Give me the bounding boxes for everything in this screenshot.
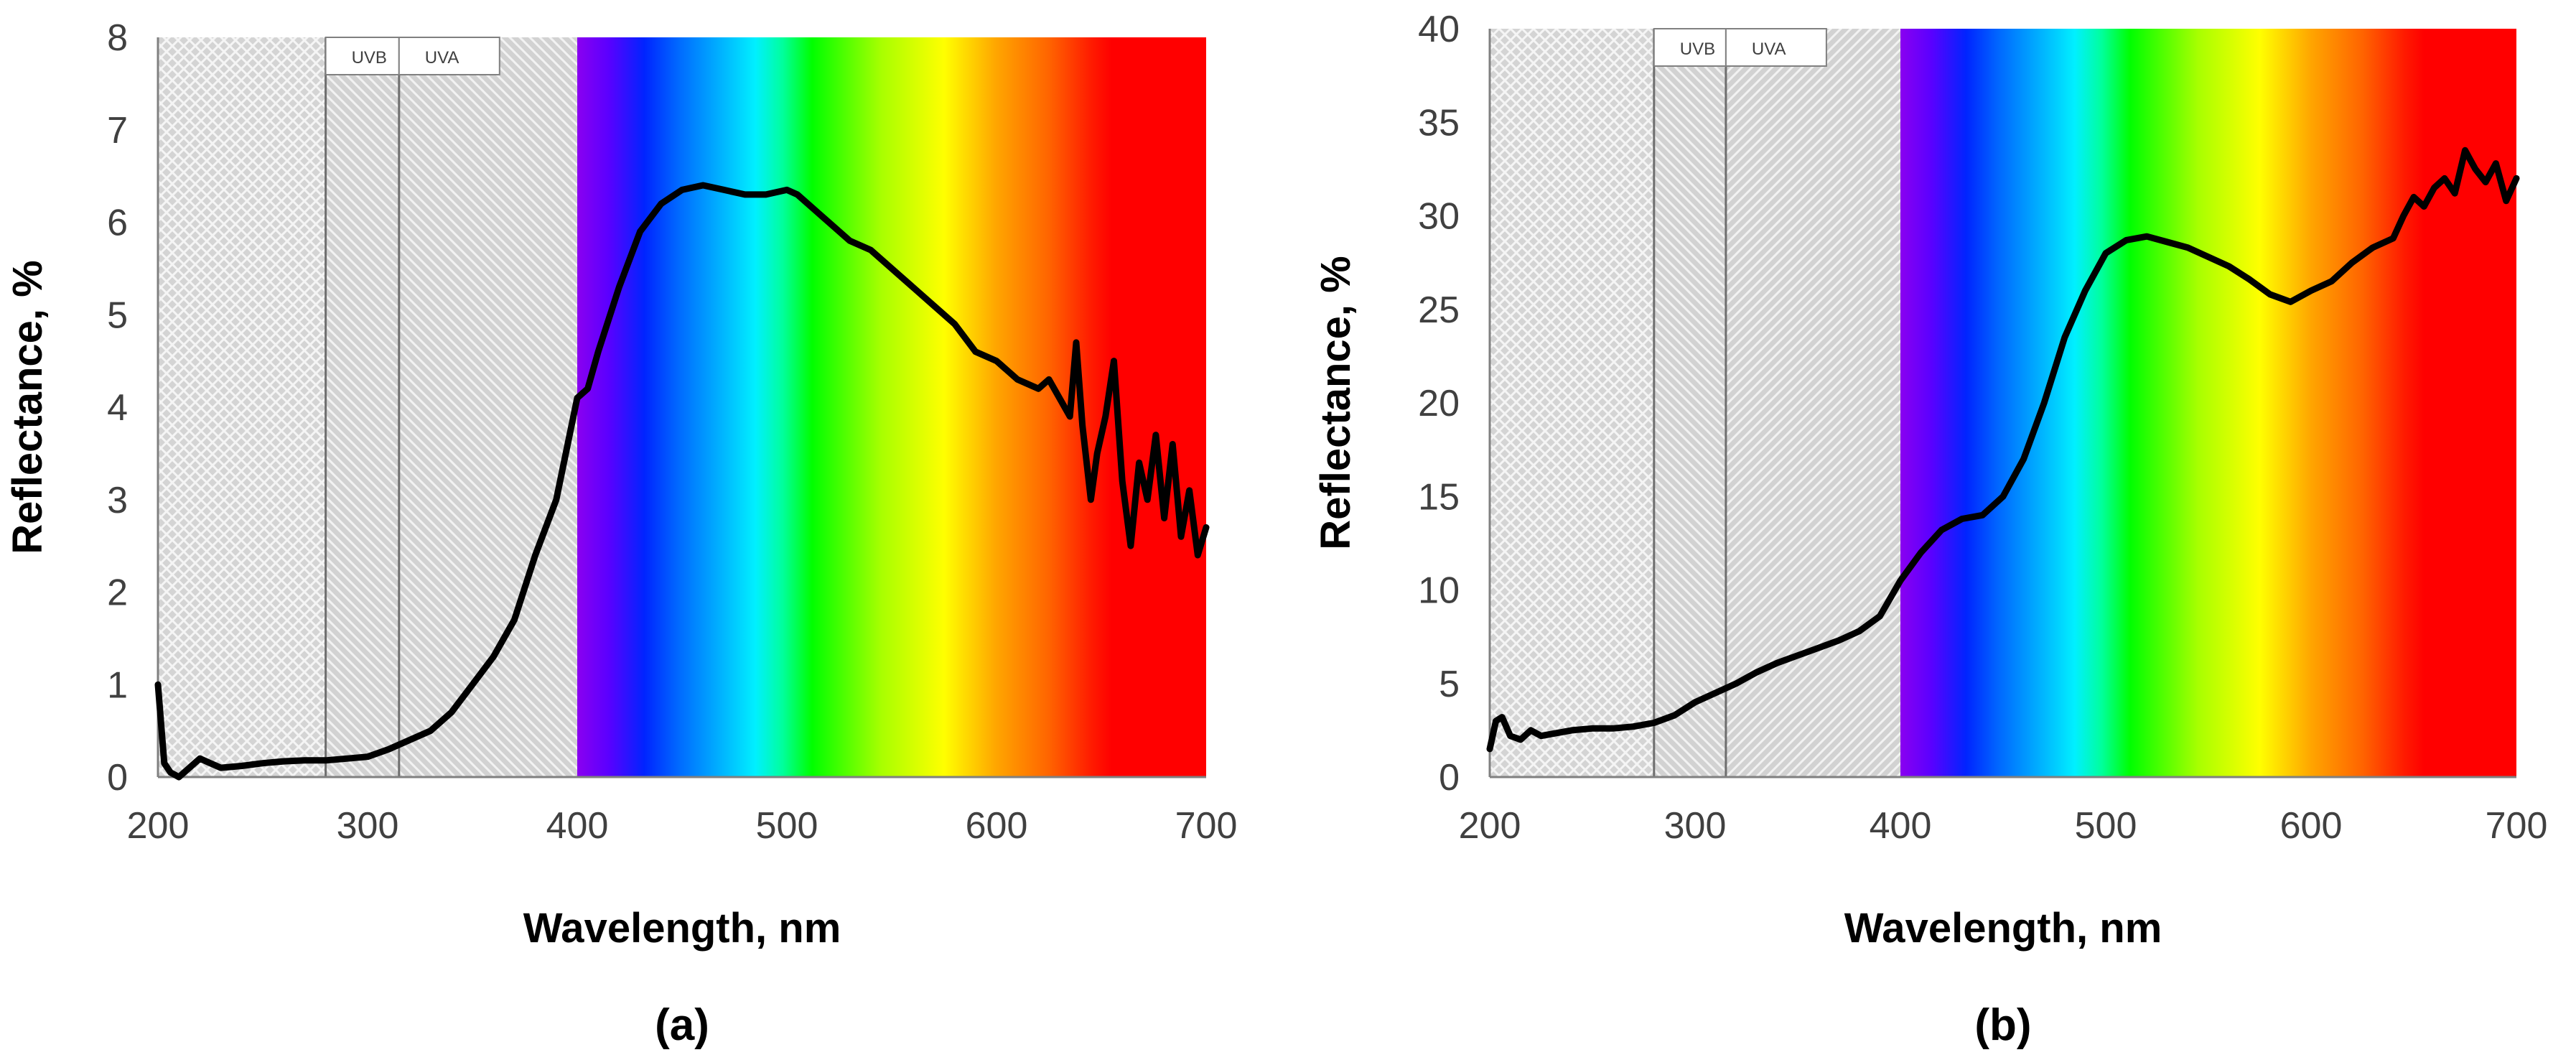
y-tick-label: 15 bbox=[1418, 476, 1460, 518]
panel-label: (b) bbox=[1974, 1000, 2031, 1050]
uv-regions bbox=[1490, 29, 1900, 777]
uva-label: UVA bbox=[1752, 39, 1786, 59]
y-axis-label: Reflectance, % bbox=[4, 260, 51, 554]
visible-spectrum-band bbox=[1900, 29, 2516, 777]
y-tick-label: 25 bbox=[1418, 289, 1460, 331]
reflectance-line bbox=[154, 182, 1210, 781]
chart-panel-a: UVB UVA 0 1 2 3 4 5 6 7 8 200 300 400 50… bbox=[4, 17, 1237, 1050]
uva-region bbox=[1725, 29, 1900, 777]
y-axis-label: Reflectance, % bbox=[1312, 256, 1359, 549]
uvb-region bbox=[325, 37, 399, 777]
y-tick-label: 5 bbox=[107, 294, 128, 336]
y-tick-label: 7 bbox=[107, 110, 128, 152]
y-tick-label: 6 bbox=[107, 203, 128, 244]
reflectance-line bbox=[1486, 147, 2520, 753]
x-axis-label: Wavelength, nm bbox=[1844, 905, 2162, 952]
y-tick-label: 3 bbox=[107, 480, 128, 521]
x-tick-label: 500 bbox=[2075, 805, 2137, 847]
uvb-label: UVB bbox=[1680, 39, 1715, 59]
visible-spectrum-band bbox=[577, 37, 1206, 777]
x-tick-label: 600 bbox=[966, 805, 1028, 847]
uva-region bbox=[398, 37, 577, 777]
x-tick-label: 400 bbox=[1870, 805, 1932, 847]
x-tick-label: 700 bbox=[1175, 805, 1238, 847]
x-tick-label: 300 bbox=[1664, 805, 1727, 847]
x-tick-label: 600 bbox=[2280, 805, 2343, 847]
y-ticks: 0 1 2 3 4 5 6 7 8 bbox=[107, 17, 128, 799]
chart-panel-b: UVB UVA 0 5 10 15 20 25 30 35 40 200 300… bbox=[1312, 9, 2547, 1050]
panel-label: (a) bbox=[655, 1000, 709, 1050]
x-axis-label: Wavelength, nm bbox=[523, 905, 841, 952]
y-tick-label: 1 bbox=[107, 664, 128, 706]
x-tick-label: 400 bbox=[546, 805, 609, 847]
y-tick-label: 30 bbox=[1418, 196, 1460, 238]
y-tick-label: 2 bbox=[107, 572, 128, 614]
uv-regions bbox=[158, 37, 577, 777]
y-tick-label: 4 bbox=[107, 387, 128, 429]
uvb-label-box bbox=[1653, 28, 1727, 67]
y-tick-label: 5 bbox=[1439, 664, 1460, 705]
y-tick-label: 0 bbox=[107, 757, 128, 799]
x-tick-label: 700 bbox=[2486, 805, 2548, 847]
y-tick-label: 0 bbox=[1439, 757, 1460, 799]
uva-label-box bbox=[398, 37, 500, 75]
y-ticks: 0 5 10 15 20 25 30 35 40 bbox=[1418, 9, 1460, 799]
band-legend: UVB UVA bbox=[325, 37, 500, 75]
y-tick-label: 10 bbox=[1418, 570, 1460, 612]
uvc-region bbox=[158, 37, 326, 777]
y-tick-label: 8 bbox=[107, 17, 128, 59]
y-tick-label: 35 bbox=[1418, 102, 1460, 144]
uva-label: UVA bbox=[425, 48, 459, 68]
x-tick-label: 500 bbox=[756, 805, 818, 847]
x-ticks: 200 300 400 500 600 700 bbox=[1459, 805, 2548, 847]
x-ticks: 200 300 400 500 600 700 bbox=[127, 805, 1238, 847]
x-tick-label: 200 bbox=[127, 805, 190, 847]
uvb-region bbox=[1653, 29, 1726, 777]
band-legend: UVB UVA bbox=[1653, 28, 1827, 67]
x-tick-label: 200 bbox=[1459, 805, 1521, 847]
y-tick-label: 40 bbox=[1418, 9, 1460, 50]
x-tick-label: 300 bbox=[337, 805, 399, 847]
uva-label-box bbox=[1725, 28, 1827, 67]
uvc-region bbox=[1490, 29, 1654, 777]
uvb-label: UVB bbox=[352, 48, 387, 68]
y-tick-label: 20 bbox=[1418, 383, 1460, 424]
